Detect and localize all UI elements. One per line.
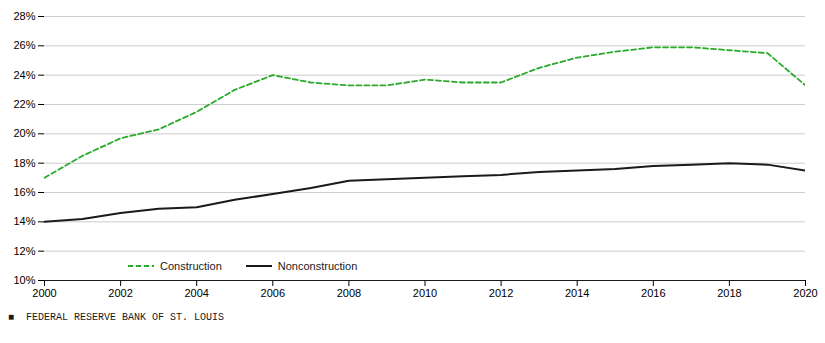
svg-text:2014: 2014 — [565, 287, 589, 299]
svg-text:2010: 2010 — [413, 287, 437, 299]
svg-text:2016: 2016 — [641, 287, 665, 299]
svg-text:16%: 16% — [13, 186, 35, 198]
svg-text:2000: 2000 — [32, 287, 56, 299]
html-text:Construction: Construction — [160, 260, 222, 272]
svg-text:14%: 14% — [13, 215, 35, 227]
svg-text:10%: 10% — [13, 274, 35, 286]
svg-text:2018: 2018 — [717, 287, 741, 299]
svg-text:28%: 28% — [13, 10, 35, 22]
svg-text:18%: 18% — [13, 157, 35, 169]
svg-text:2020: 2020 — [793, 287, 817, 299]
html-text:Nonconstruction: Nonconstruction — [277, 260, 358, 272]
svg-text:2006: 2006 — [261, 287, 285, 299]
svg-text:12%: 12% — [13, 245, 35, 257]
svg-text:26%: 26% — [13, 39, 35, 51]
svg-text:2004: 2004 — [184, 287, 208, 299]
svg-text:24%: 24% — [13, 69, 35, 81]
svg-text:2008: 2008 — [337, 287, 361, 299]
html-text:■ FEDERAL RESERVE BANK OF ST.: ■ FEDERAL RESERVE BANK OF ST. LOUIS — [8, 312, 224, 323]
svg-text:22%: 22% — [13, 98, 35, 110]
svg-text:2012: 2012 — [489, 287, 513, 299]
svg-text:20%: 20% — [13, 127, 35, 139]
svg-text:2002: 2002 — [108, 287, 132, 299]
